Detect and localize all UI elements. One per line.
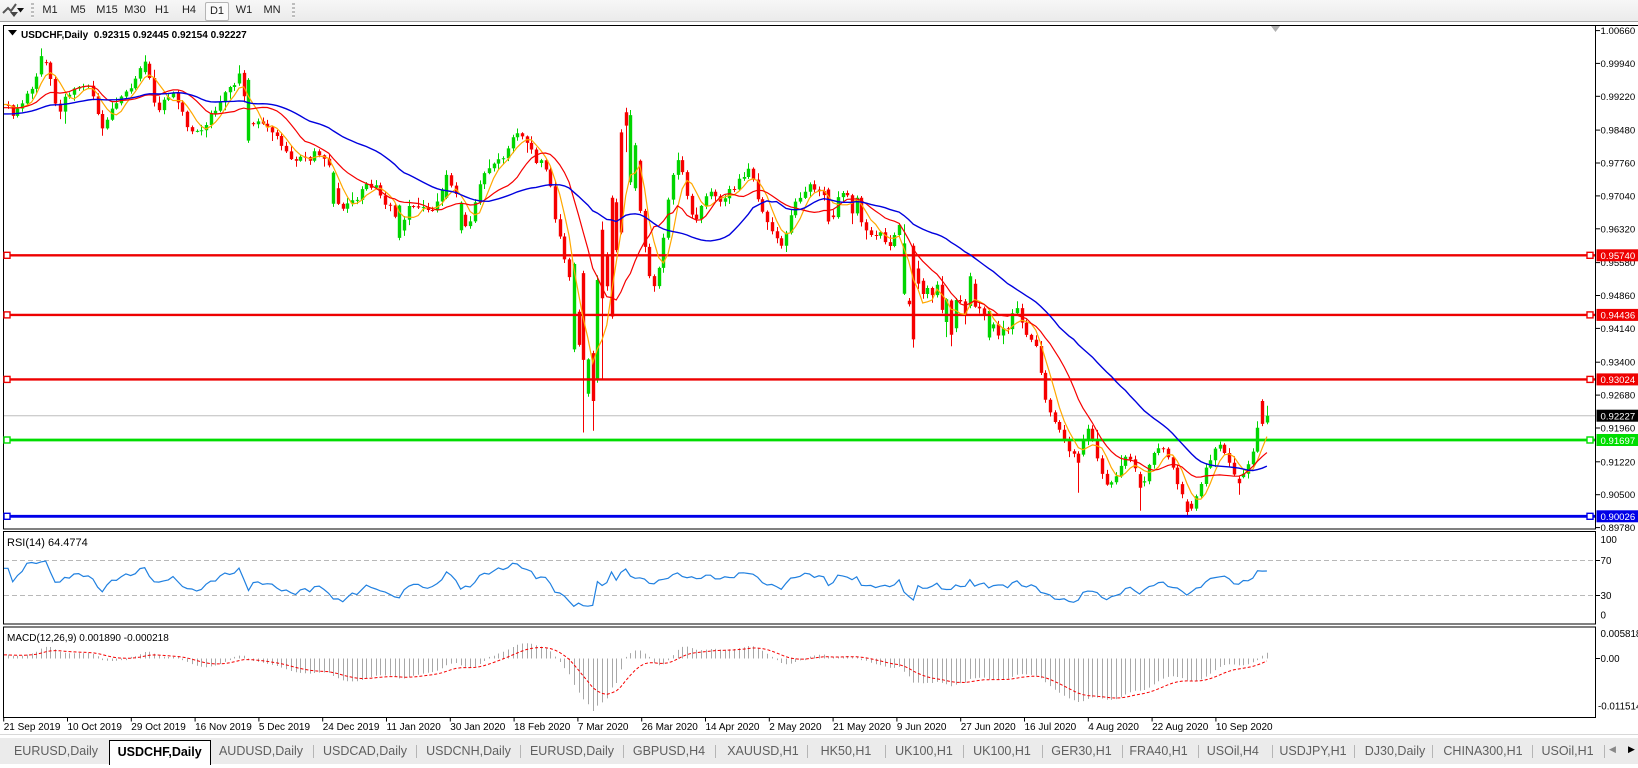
svg-text:0.95740: 0.95740: [1601, 251, 1636, 262]
svg-text:27 Jun 2020: 27 Jun 2020: [961, 722, 1016, 733]
svg-text:USDCHF,Daily 0.92315 0.92445: USDCHF,Daily 0.92315 0.92445 0.92154 0.9…: [21, 30, 247, 41]
svg-text:29 Oct 2019: 29 Oct 2019: [131, 722, 186, 733]
svg-text:5 Dec 2019: 5 Dec 2019: [259, 722, 311, 733]
svg-text:0.90026: 0.90026: [1601, 512, 1636, 523]
svg-text:30 Jan 2020: 30 Jan 2020: [450, 722, 505, 733]
svg-text:7 Mar 2020: 7 Mar 2020: [578, 722, 629, 733]
svg-text:14 Apr 2020: 14 Apr 2020: [706, 722, 760, 733]
svg-text:0.91697: 0.91697: [1601, 436, 1636, 447]
svg-text:4 Aug 2020: 4 Aug 2020: [1088, 722, 1139, 733]
svg-text:0: 0: [1601, 611, 1607, 622]
svg-text:21 Sep 2019: 21 Sep 2019: [4, 722, 61, 733]
svg-text:11 Jan 2020: 11 Jan 2020: [387, 722, 442, 733]
svg-text:-0.011514: -0.011514: [1598, 702, 1638, 713]
svg-text:9 Jun 2020: 9 Jun 2020: [897, 722, 947, 733]
svg-text:0.91220: 0.91220: [1601, 457, 1636, 468]
svg-text:26 Mar 2020: 26 Mar 2020: [642, 722, 699, 733]
svg-text:10 Sep 2020: 10 Sep 2020: [1216, 722, 1273, 733]
svg-text:0.00: 0.00: [1601, 654, 1621, 665]
svg-text:0.94140: 0.94140: [1601, 324, 1636, 335]
svg-text:30: 30: [1601, 591, 1612, 602]
svg-text:16 Nov 2019: 16 Nov 2019: [195, 722, 252, 733]
svg-text:0.005818: 0.005818: [1601, 629, 1638, 640]
svg-text:16 Jul 2020: 16 Jul 2020: [1025, 722, 1077, 733]
svg-text:0.93400: 0.93400: [1601, 358, 1636, 369]
svg-text:10 Oct 2019: 10 Oct 2019: [68, 722, 123, 733]
svg-text:0.89780: 0.89780: [1601, 523, 1636, 534]
svg-text:22 Aug 2020: 22 Aug 2020: [1152, 722, 1209, 733]
svg-text:21 May 2020: 21 May 2020: [833, 722, 891, 733]
svg-text:24 Dec 2019: 24 Dec 2019: [323, 722, 380, 733]
svg-text:MACD(12,26,9) 0.001890 -0.0002: MACD(12,26,9) 0.001890 -0.000218: [7, 633, 169, 644]
svg-text:0.99940: 0.99940: [1601, 59, 1636, 70]
svg-text:0.93024: 0.93024: [1601, 375, 1636, 386]
svg-text:70: 70: [1601, 556, 1612, 567]
svg-text:0.98480: 0.98480: [1601, 126, 1636, 137]
svg-text:0.97760: 0.97760: [1601, 159, 1636, 170]
svg-text:18 Feb 2020: 18 Feb 2020: [514, 722, 571, 733]
svg-text:0.96320: 0.96320: [1601, 224, 1636, 235]
svg-text:0.91960: 0.91960: [1601, 424, 1636, 435]
svg-text:2 May 2020: 2 May 2020: [769, 722, 822, 733]
svg-text:0.94436: 0.94436: [1601, 311, 1636, 322]
svg-text:0.94860: 0.94860: [1601, 291, 1636, 302]
svg-text:1.00660: 1.00660: [1601, 26, 1636, 37]
svg-text:0.90500: 0.90500: [1601, 490, 1636, 501]
svg-text:100: 100: [1601, 535, 1618, 546]
svg-text:RSI(14) 64.4774: RSI(14) 64.4774: [7, 537, 88, 549]
svg-text:0.92227: 0.92227: [1601, 412, 1636, 423]
svg-text:0.97040: 0.97040: [1601, 191, 1636, 202]
svg-text:0.99220: 0.99220: [1601, 92, 1636, 103]
svg-text:0.92680: 0.92680: [1601, 391, 1636, 402]
